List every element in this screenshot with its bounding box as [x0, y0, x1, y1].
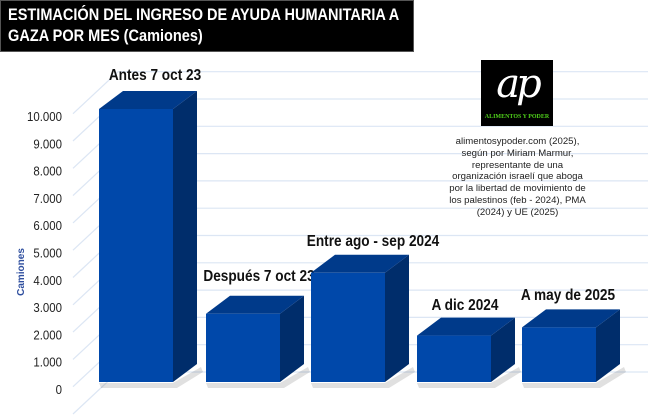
bar-side — [385, 254, 409, 382]
bar-side — [596, 309, 620, 382]
chart-title-box: ESTIMACIÓN DEL INGRESO DE AYUDA HUMANITA… — [0, 0, 414, 52]
y-tick-label: 10.000 — [27, 109, 62, 124]
bar-side — [173, 91, 197, 382]
chart-title: ESTIMACIÓN DEL INGRESO DE AYUDA HUMANITA… — [8, 6, 399, 45]
alimentos-y-poder-logo: ap ALIMENTOS Y PODER — [481, 60, 553, 126]
bar — [522, 327, 596, 382]
bar-top — [99, 91, 197, 109]
y-tick-label: 7.000 — [33, 191, 62, 206]
bar-shadow — [99, 367, 203, 388]
bar-side — [491, 317, 515, 382]
y-axis-title: Camiones — [16, 248, 27, 296]
y-tick-label: 2.000 — [33, 328, 62, 343]
bar — [417, 335, 491, 382]
bar — [206, 313, 280, 382]
source-note: alimentosypoder.com (2025), según por Mi… — [449, 136, 586, 218]
bar-shadow — [311, 367, 415, 388]
bar-category-label: A dic 2024 — [432, 297, 500, 314]
y-tick-label: 6.000 — [33, 219, 62, 234]
bar-category-label: Entre ago - sep 2024 — [307, 233, 440, 250]
bar-shadow — [417, 367, 521, 388]
bar-top — [417, 317, 515, 336]
y-tick-label: 5.000 — [33, 246, 62, 261]
gridline-side — [72, 71, 119, 115]
y-tick-label: 4.000 — [33, 273, 62, 288]
bar-category-label: Antes 7 oct 23 — [109, 67, 201, 84]
y-tick-label: 0 — [56, 382, 63, 397]
bar-top — [311, 254, 409, 273]
y-tick-label: 9.000 — [33, 137, 62, 152]
bar-top — [522, 309, 620, 328]
bar-top — [206, 295, 304, 314]
bar — [311, 272, 385, 382]
logo-mark: ap — [496, 61, 541, 107]
bar-shadow — [206, 367, 310, 388]
y-tick-label: 1.000 — [33, 355, 62, 370]
bar-category-label: A may de 2025 — [521, 287, 615, 304]
bar — [99, 109, 173, 382]
y-tick-label: 8.000 — [33, 164, 62, 179]
logo-brand: ALIMENTOS Y PODER — [484, 114, 550, 120]
bar-side — [280, 295, 304, 382]
bar-shadow — [522, 367, 626, 388]
y-tick-label: 3.000 — [33, 300, 62, 315]
bar-category-label: Después 7 oct 23 — [203, 268, 314, 285]
